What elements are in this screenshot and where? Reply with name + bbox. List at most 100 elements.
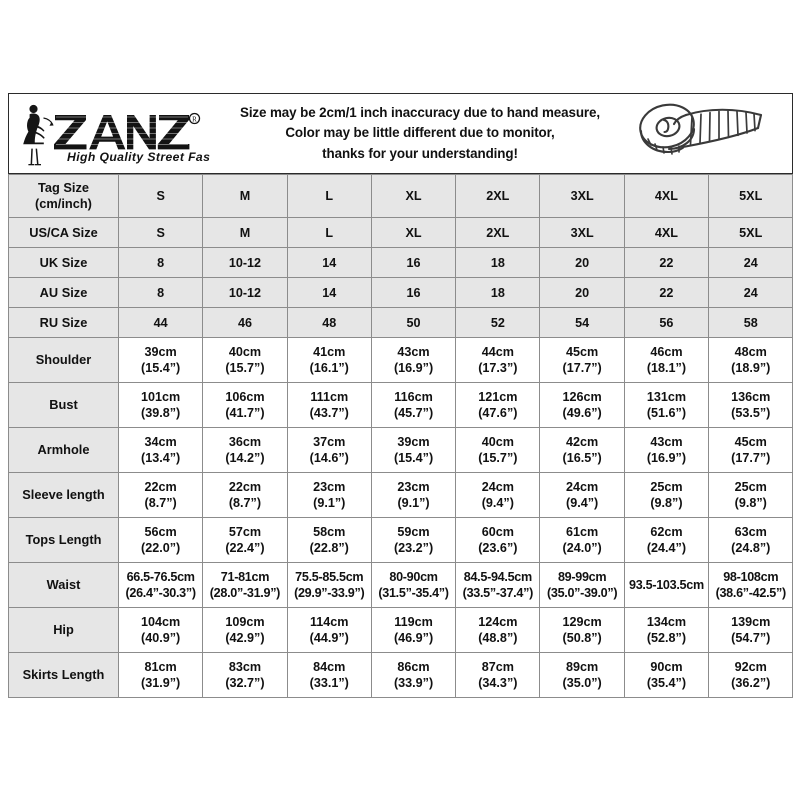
cell-waist-5xl: 98-108cm (38.6”-42.5”) <box>708 562 794 608</box>
cell-shoulder-s: 39cm (15.4”) <box>117 337 204 383</box>
row-label-sleeve-length: Sleeve length <box>8 472 119 518</box>
cell-waist-3xl: 89-99cm (35.0”-39.0”) <box>539 562 625 608</box>
cell-tag-size-5xl: 5XL <box>708 174 794 218</box>
cell-ru-m: 46 <box>202 307 288 338</box>
cell-au-4xl: 22 <box>623 277 710 308</box>
cell-ru-s: 44 <box>117 307 204 338</box>
cell-tops-m: 57cm (22.4”) <box>202 517 288 563</box>
cell-sleeve-2xl: 24cm (9.4”) <box>455 472 541 518</box>
cell-shoulder-3xl: 45cm (17.7”) <box>539 337 625 383</box>
cell-waist-4xl: 93.5-103.5cm <box>623 562 710 608</box>
cell-hip-m: 109cm (42.9”) <box>202 607 288 653</box>
cell-au-s: 8 <box>117 277 204 308</box>
cell-tops-xl: 59cm (23.2”) <box>370 517 457 563</box>
cell-uk-2xl: 18 <box>455 247 541 278</box>
cell-au-3xl: 20 <box>539 277 625 308</box>
cell-armhole-2xl: 40cm (15.7”) <box>455 427 541 473</box>
registered-mark-icon: R <box>188 112 201 125</box>
cell-uk-4xl: 22 <box>623 247 710 278</box>
row-label-uk-size: UK Size <box>8 247 119 278</box>
zanzea-logo-graphic: R High Quality Street Fashion <box>23 104 210 166</box>
cell-shoulder-m: 40cm (15.7”) <box>202 337 288 383</box>
disclaimer-line-2: Color may be little different due to mon… <box>285 125 555 141</box>
row-label-armhole: Armhole <box>8 427 119 473</box>
cell-armhole-xl: 39cm (15.4”) <box>370 427 457 473</box>
cell-skirts-3xl: 89cm (35.0”) <box>539 652 625 698</box>
cell-shoulder-xl: 43cm (16.9”) <box>370 337 457 383</box>
disclaimer-text: Size may be 2cm/1 inch inaccuracy due to… <box>214 103 622 164</box>
cell-bust-m: 106cm (41.7”) <box>202 382 288 428</box>
cell-armhole-l: 37cm (14.6”) <box>286 427 372 473</box>
chart-header-band: R High Quality Street Fashion Size may b… <box>8 93 793 174</box>
cell-us-ca-5xl: 5XL <box>708 217 794 248</box>
cell-us-ca-l: L <box>286 217 372 248</box>
cell-tops-2xl: 60cm (23.6”) <box>455 517 541 563</box>
cell-uk-s: 8 <box>117 247 204 278</box>
cell-sleeve-m: 22cm (8.7”) <box>202 472 288 518</box>
cell-ru-5xl: 58 <box>708 307 794 338</box>
cell-tag-size-m: M <box>202 174 288 218</box>
cell-sleeve-xl: 23cm (9.1”) <box>370 472 457 518</box>
brand-tagline-text: High Quality Street Fashion <box>67 150 210 164</box>
cell-tag-size-l: L <box>286 174 372 218</box>
cell-armhole-4xl: 43cm (16.9”) <box>623 427 710 473</box>
measuring-tape-icon <box>639 103 763 155</box>
cell-waist-m: 71-81cm (28.0”-31.9”) <box>202 562 288 608</box>
cell-ru-4xl: 56 <box>623 307 710 338</box>
cell-us-ca-4xl: 4XL <box>623 217 710 248</box>
table-row-us-ca-size: US/CA Size S M L XL 2XL 3XL 4XL 5XL <box>8 217 794 248</box>
disclaimer-line-1: Size may be 2cm/1 inch inaccuracy due to… <box>239 104 600 120</box>
cell-shoulder-5xl: 48cm (18.9”) <box>708 337 794 383</box>
cell-hip-4xl: 134cm (52.8”) <box>623 607 710 653</box>
cell-bust-s: 101cm (39.8”) <box>117 382 204 428</box>
row-label-waist: Waist <box>8 562 119 608</box>
cell-shoulder-l: 41cm (16.1”) <box>286 337 372 383</box>
cell-tops-3xl: 61cm (24.0”) <box>539 517 625 563</box>
cell-armhole-3xl: 42cm (16.5”) <box>539 427 625 473</box>
row-label-skirts-length: Skirts Length <box>8 652 119 698</box>
cell-us-ca-2xl: 2XL <box>455 217 541 248</box>
cell-tag-size-4xl: 4XL <box>623 174 710 218</box>
cell-shoulder-4xl: 46cm (18.1”) <box>623 337 710 383</box>
measuring-tape-illustration <box>622 94 792 173</box>
row-label-tag-size: Tag Size (cm/inch) <box>8 174 119 218</box>
row-label-hip: Hip <box>8 607 119 653</box>
cell-tag-size-xl: XL <box>370 174 457 218</box>
cell-uk-5xl: 24 <box>708 247 794 278</box>
table-row-au-size: AU Size 8 10-12 14 16 18 20 22 24 <box>8 277 794 308</box>
table-row-hip: Hip 104cm (40.9”) 109cm (42.9”) 114cm (44.9… <box>8 607 794 653</box>
cell-uk-3xl: 20 <box>539 247 625 278</box>
svg-text:R: R <box>192 116 197 124</box>
cell-us-ca-m: M <box>202 217 288 248</box>
table-row-tag-size: Tag Size (cm/inch) S M L XL 2XL 3XL 4XL … <box>8 174 794 218</box>
size-chart-table: Tag Size (cm/inch) S M L XL 2XL 3XL 4XL … <box>8 174 794 698</box>
table-row-uk-size: UK Size 8 10-12 14 16 18 20 22 24 <box>8 247 794 278</box>
cell-ru-xl: 50 <box>370 307 457 338</box>
cell-armhole-m: 36cm (14.2”) <box>202 427 288 473</box>
cell-ru-3xl: 54 <box>539 307 625 338</box>
cell-waist-s: 66.5-76.5cm (26.4”-30.3”) <box>117 562 204 608</box>
table-row-bust: Bust 101cm (39.8”) 106cm (41.7”) 111cm (43.… <box>8 382 794 428</box>
cell-shoulder-2xl: 44cm (17.3”) <box>455 337 541 383</box>
cell-skirts-5xl: 92cm (36.2”) <box>708 652 794 698</box>
cell-bust-xl: 116cm (45.7”) <box>370 382 457 428</box>
cell-hip-l: 114cm (44.9”) <box>286 607 372 653</box>
cell-skirts-m: 83cm (32.7”) <box>202 652 288 698</box>
cell-waist-xl: 80-90cm (31.5”-35.4”) <box>370 562 457 608</box>
table-row-armhole: Armhole 34cm (13.4”) 36cm (14.2”) 37cm (14.… <box>8 427 794 473</box>
cell-au-m: 10-12 <box>202 277 288 308</box>
cell-tag-size-s: S <box>117 174 204 218</box>
cell-armhole-5xl: 45cm (17.7”) <box>708 427 794 473</box>
table-row-ru-size: RU Size 44 46 48 50 52 54 56 58 <box>8 307 794 338</box>
cell-us-ca-3xl: 3XL <box>539 217 625 248</box>
table-row-sleeve-length: Sleeve length 22cm (8.7”) 22cm (8.7”) 23cm… <box>8 472 794 518</box>
cell-tag-size-3xl: 3XL <box>539 174 625 218</box>
row-label-au-size: AU Size <box>8 277 119 308</box>
cell-tops-5xl: 63cm (24.8”) <box>708 517 794 563</box>
cell-tops-4xl: 62cm (24.4”) <box>623 517 710 563</box>
cell-uk-l: 14 <box>286 247 372 278</box>
disclaimer-line-3: thanks for your understanding! <box>322 145 518 161</box>
cell-waist-l: 75.5-85.5cm (29.9”-33.9”) <box>286 562 372 608</box>
row-label-tops-length: Tops Length <box>8 517 119 563</box>
cell-skirts-4xl: 90cm (35.4”) <box>623 652 710 698</box>
